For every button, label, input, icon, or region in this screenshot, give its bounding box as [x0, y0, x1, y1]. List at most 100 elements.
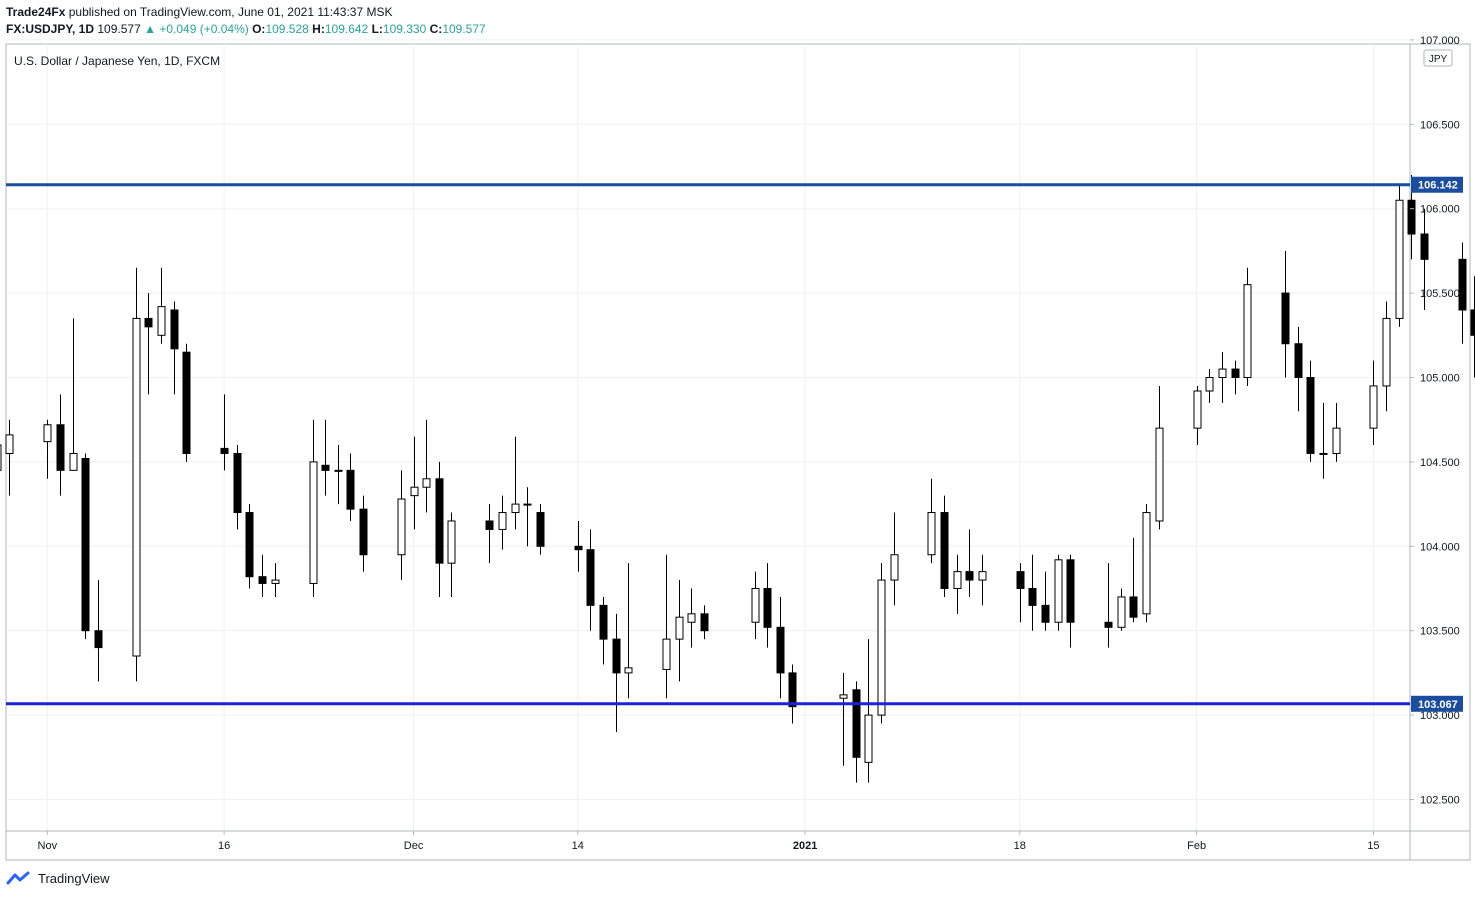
candle-body	[94, 630, 103, 649]
candle-body	[1231, 368, 1240, 378]
candle-up	[410, 436, 419, 530]
candle-up	[1155, 385, 1164, 530]
candle-down	[94, 580, 103, 682]
time-tick-label: 2021	[793, 840, 817, 852]
level-price-label: 106.142	[1418, 180, 1458, 192]
candle-down	[852, 681, 861, 783]
drawings[interactable]	[6, 0, 1475, 706]
candle-up	[523, 487, 532, 547]
candle-down	[1231, 360, 1240, 395]
candle-up	[1395, 183, 1404, 327]
candle-down	[1306, 360, 1315, 462]
candle-body	[5, 434, 14, 454]
candle-down	[144, 293, 153, 395]
candle-body	[890, 554, 899, 581]
candle-body	[447, 520, 456, 564]
candle-body	[1155, 427, 1164, 522]
candle-up	[5, 419, 14, 496]
candle-body	[132, 317, 141, 657]
candle-body	[511, 503, 520, 514]
candle-body	[170, 309, 179, 350]
candle-down	[485, 504, 494, 564]
candle-body	[965, 571, 974, 581]
candle-down	[612, 613, 621, 732]
candle-body	[321, 464, 330, 471]
candles	[0, 174, 1475, 783]
candle-body	[675, 616, 684, 640]
candle-down	[788, 664, 797, 724]
candle-body	[144, 317, 153, 328]
time-axis[interactable]: Nov16Dec14202118Feb15Mar15Apr19May17Jun	[38, 831, 1475, 852]
candle-body	[612, 638, 621, 674]
candle-body	[233, 452, 242, 514]
candle-up	[69, 318, 78, 471]
price-tick-label: 106.000	[1420, 204, 1460, 216]
candle-up	[1243, 267, 1252, 386]
candle-body	[953, 571, 962, 589]
time-tick-label: Feb	[1187, 840, 1206, 852]
candle-down	[586, 529, 595, 631]
publisher-name[interactable]: Trade24Fx	[6, 5, 66, 19]
candle-up	[447, 512, 456, 597]
candle-body	[523, 503, 532, 506]
candle-up	[864, 639, 873, 783]
candle-up	[0, 444, 2, 471]
candle-up	[1319, 402, 1328, 479]
time-tick-label: Dec	[404, 840, 424, 852]
footer-brand[interactable]: TradingView	[38, 870, 110, 886]
candle-up	[511, 436, 520, 530]
candle-down	[435, 461, 444, 597]
candle-down	[1470, 276, 1475, 378]
candle-body	[220, 447, 229, 454]
last-price-text: 109.577	[97, 22, 141, 36]
candle-body	[1028, 588, 1037, 606]
price-chart[interactable]: 102.500 103.000 103.500 104.000 104.500 105.0…	[0, 0, 1475, 865]
candle-body	[1395, 199, 1404, 319]
candle-body	[978, 571, 987, 581]
candle-body	[271, 579, 280, 584]
candle-up	[1142, 504, 1151, 623]
candle-body	[700, 613, 709, 632]
currency-badge-text: JPY	[1429, 54, 1448, 65]
candle-down	[700, 605, 709, 640]
time-tick-label: Nov	[38, 840, 58, 852]
candle-body	[599, 604, 608, 640]
candle-body	[940, 512, 949, 589]
candle-body	[852, 689, 861, 758]
price-axis[interactable]: 102.500 103.000 103.500 104.000 104.500 105.0…	[1410, 0, 1463, 807]
candle-down	[220, 394, 229, 471]
candle-body	[1104, 621, 1113, 628]
candle-body	[258, 576, 267, 584]
candle-body	[422, 478, 431, 488]
candle-body	[410, 486, 419, 497]
candle-body	[435, 478, 444, 564]
price-tick-label: 107.000	[1420, 35, 1460, 47]
symbol-info: FX:USDJPY, 1D 109.577 ▲ +0.049 (+0.04%) …	[6, 22, 486, 36]
published-text: published on TradingView.com, June 01, 2…	[68, 5, 393, 19]
candle-down	[1028, 554, 1037, 631]
candle-body	[485, 520, 494, 530]
candle-body	[1205, 377, 1214, 392]
candle-down	[1066, 554, 1075, 648]
candle-body	[776, 626, 785, 674]
candle-up	[397, 470, 406, 581]
candle-body	[662, 638, 671, 671]
tradingview-logo-icon	[6, 871, 30, 885]
candle-body	[1294, 343, 1303, 378]
candle-body	[788, 672, 797, 708]
candle-body	[1319, 452, 1328, 455]
candle-body	[182, 351, 191, 454]
chart-title: U.S. Dollar / Japanese Yen, 1D, FXCM	[14, 54, 220, 68]
low-label: L:	[371, 22, 383, 36]
candle-body	[763, 588, 772, 628]
candle-down	[1458, 242, 1467, 344]
open-label: O:	[252, 22, 266, 36]
candle-up	[43, 419, 52, 479]
candle-down	[182, 343, 191, 462]
price-tick-label: 104.000	[1420, 541, 1460, 553]
candle-up	[498, 495, 507, 550]
candle-body	[1193, 390, 1202, 429]
price-tick-label: 103.500	[1420, 626, 1460, 638]
candle-down	[1294, 326, 1303, 412]
candle-up	[1369, 360, 1378, 446]
